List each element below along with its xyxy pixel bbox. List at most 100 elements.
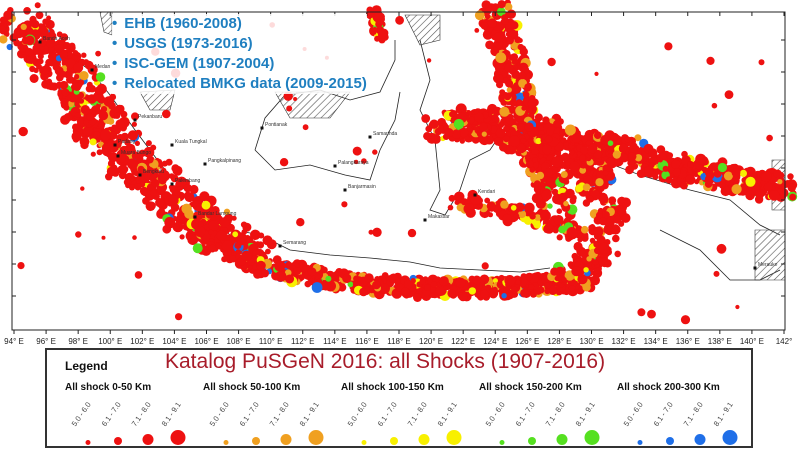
legend-item: 8.1 - 9.1: [712, 396, 745, 446]
earthquake-point: [515, 202, 525, 212]
earthquake-point: [29, 74, 39, 83]
city-label: Banjarmasin: [348, 184, 376, 190]
earthquake-point: [170, 174, 179, 183]
earthquake-point: [487, 18, 497, 28]
coastline: [599, 159, 781, 236]
earthquake-point: [175, 313, 183, 321]
earthquake-point: [368, 229, 374, 235]
earthquake-point: [158, 207, 165, 215]
earthquake-point: [304, 280, 312, 288]
source-item: USGS (1973-2016): [112, 34, 367, 54]
earthquake-point: [403, 279, 413, 290]
earthquake-point: [61, 88, 70, 97]
earthquake-point: [571, 133, 582, 143]
legend-item: 6.1 - 7.0: [376, 396, 409, 446]
earthquake-point: [86, 113, 94, 121]
earthquake-point: [37, 58, 44, 65]
earthquake-point: [608, 196, 617, 205]
earthquake-point: [395, 15, 404, 25]
earthquake-point: [42, 68, 49, 75]
earthquake-point: [587, 143, 598, 154]
earthquake-point: [500, 200, 509, 209]
earthquake-point: [52, 63, 61, 71]
earthquake-point: [763, 182, 773, 192]
earthquake-point: [672, 168, 681, 177]
earthquake-point: [592, 259, 599, 266]
earthquake-point: [731, 168, 741, 178]
earthquake-point: [74, 74, 80, 80]
earthquake-point: [524, 155, 530, 161]
earthquake-point: [505, 115, 515, 125]
earthquake-point: [454, 200, 460, 205]
earthquake-point: [526, 274, 533, 281]
earthquake-point: [565, 188, 575, 199]
longitude-tick-label: 114° E: [323, 337, 347, 345]
earthquake-point: [274, 260, 285, 272]
earthquake-point: [506, 87, 512, 93]
earthquake-point: [544, 135, 553, 143]
magnitude-symbol: [499, 440, 505, 445]
earthquake-point: [468, 287, 476, 295]
earthquake-point: [521, 105, 527, 111]
earthquake-point: [223, 208, 231, 215]
earthquake-point: [665, 176, 673, 184]
magnitude-label: 5.0 - 6.0: [483, 400, 507, 428]
earthquake-point: [532, 157, 538, 163]
magnitude-symbol: [252, 437, 260, 445]
earthquake-point: [401, 287, 410, 296]
city-marker: [753, 266, 757, 270]
city-label: Semarang: [283, 240, 306, 246]
earthquake-point: [463, 283, 471, 291]
earthquake-point: [145, 140, 152, 147]
city-marker: [38, 40, 42, 44]
earthquake-point: [580, 146, 589, 155]
earthquake-point: [510, 205, 517, 211]
foreign-territory-hatch: [404, 14, 441, 46]
earthquake-point: [582, 283, 591, 292]
magnitude-symbol: [280, 434, 292, 445]
earthquake-point: [216, 230, 227, 241]
earthquake-point: [38, 38, 47, 47]
earthquake-point: [508, 135, 520, 147]
magnitude-label: 5.0 - 6.0: [207, 400, 231, 428]
magnitude-symbol: [694, 434, 706, 445]
earthquake-point: [566, 227, 578, 238]
earthquake-point: [208, 244, 217, 253]
earthquake-point: [720, 186, 731, 197]
legend-group-title: All shock 100-150 Km: [341, 382, 444, 393]
city-marker: [90, 68, 94, 72]
earthquake-point: [579, 248, 589, 258]
earthquake-point: [569, 161, 580, 172]
earthquake-point: [498, 274, 505, 282]
legend-group: All shock 0-50 Km 5.0 - 6.0 6.1 - 7.0 7.1 -…: [65, 382, 201, 446]
earthquake-point: [19, 27, 29, 37]
earthquake-point: [13, 39, 21, 47]
earthquake-point: [499, 89, 506, 96]
earthquake-point: [168, 195, 179, 206]
earthquake-point: [745, 190, 755, 201]
earthquake-point: [101, 235, 106, 240]
earthquake-point: [458, 127, 469, 138]
earthquake-point: [453, 118, 465, 130]
earthquake-point: [139, 186, 149, 196]
earthquake-point: [527, 99, 537, 109]
earthquake-point: [695, 153, 707, 165]
earthquake-point: [127, 130, 138, 141]
longitude-tick-label: 130° E: [579, 337, 603, 345]
earthquake-point: [199, 191, 210, 202]
longitude-tick-label: 100° E: [98, 337, 122, 345]
longitude-tick-label: 104° E: [162, 337, 186, 345]
earthquake-point: [447, 204, 454, 211]
longitude-tick-label: 112° E: [291, 337, 315, 345]
earthquake-point: [221, 240, 233, 252]
earthquake-point: [181, 203, 192, 214]
earthquake-point: [274, 274, 280, 280]
earthquake-point: [320, 280, 332, 291]
earthquake-point: [226, 223, 235, 232]
earthquake-point: [36, 63, 42, 70]
magnitude-label: 7.1 - 8.0: [681, 400, 705, 428]
data-sources-list: EHB (1960-2008) USGS (1973-2016) ISC-GEM…: [112, 14, 367, 94]
earthquake-point: [71, 131, 82, 142]
earthquake-point: [379, 283, 390, 294]
earthquake-point: [162, 192, 168, 199]
